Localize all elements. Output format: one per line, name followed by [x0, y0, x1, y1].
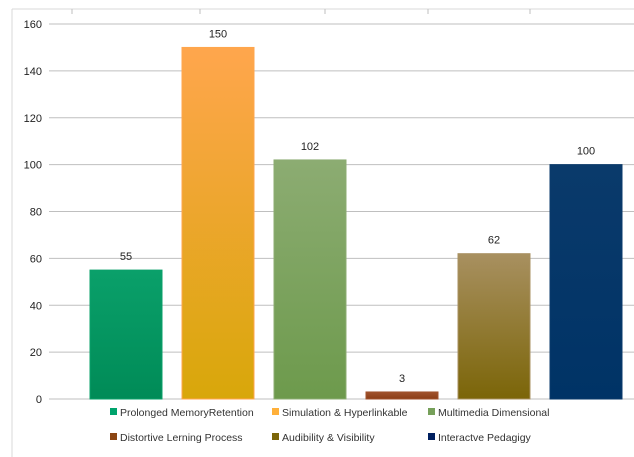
data-label-6: 100 — [577, 146, 595, 158]
data-label-1: 55 — [120, 251, 132, 263]
y-tick-label-0: 0 — [36, 394, 42, 406]
bars — [89, 46, 623, 400]
bar-4 — [365, 391, 439, 400]
y-tick-label-120: 120 — [24, 113, 42, 125]
y-tick-label-20: 20 — [30, 347, 42, 359]
legend-label-6: Interactve Pedagigy — [438, 432, 532, 444]
legend-label-1: Prolonged MemoryRetention — [120, 407, 254, 419]
legend-label-4: Distortive Lerning Process — [120, 432, 243, 444]
legend-swatch-3 — [428, 408, 435, 415]
legend: Prolonged MemoryRetention Simulation & Hy… — [110, 407, 549, 444]
bar-6 — [549, 164, 623, 400]
data-label-3: 102 — [301, 141, 319, 153]
legend-swatch-6 — [428, 433, 435, 440]
data-label-4: 3 — [399, 373, 405, 385]
data-labels: 55 150 102 3 62 100 — [120, 28, 595, 385]
y-axis: 0 20 40 60 80 100 120 140 160 — [24, 19, 42, 406]
legend-label-2: Simulation & Hyperlinkable — [282, 407, 408, 419]
legend-swatch-4 — [110, 433, 117, 440]
y-tick-label-40: 40 — [30, 300, 42, 312]
bar-2 — [181, 46, 255, 400]
legend-label-5: Audibility & Visibility — [282, 432, 375, 444]
y-tick-label-60: 60 — [30, 253, 42, 265]
data-label-2: 150 — [209, 28, 227, 40]
bar-5 — [457, 253, 531, 400]
y-tick-label-140: 140 — [24, 66, 42, 78]
bar-1 — [89, 269, 163, 400]
y-tick-label-100: 100 — [24, 160, 42, 172]
y-tick-label-80: 80 — [30, 207, 42, 219]
bar-3 — [273, 159, 347, 400]
data-label-5: 62 — [488, 235, 500, 247]
legend-swatch-5 — [272, 433, 279, 440]
legend-label-3: Multimedia Dimensional — [438, 407, 549, 419]
y-tick-label-160: 160 — [24, 19, 42, 31]
legend-swatch-2 — [272, 408, 279, 415]
legend-swatch-1 — [110, 408, 117, 415]
